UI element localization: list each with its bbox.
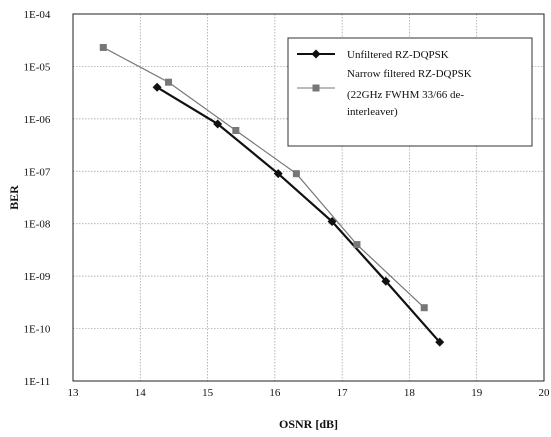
- data-point-diamond: [273, 169, 283, 179]
- data-point-square: [232, 126, 240, 134]
- legend-label-narrow-filtered-line1: Narrow filtered RZ-DQPSK: [347, 68, 472, 80]
- data-point-square: [165, 78, 173, 86]
- legend: Unfiltered RZ-DQPSK Narrow filtered RZ-D…: [287, 37, 533, 147]
- data-point-square: [292, 170, 300, 178]
- y-tick-labels: 1E-04 1E-05 1E-06 1E-07 1E-08 1E-09 1E-10 1E-11: [24, 9, 51, 388]
- data-point-square: [420, 304, 428, 312]
- plot-area-frame: [72, 13, 545, 382]
- legend-box: [287, 37, 533, 147]
- y-tick-label: 1E-04: [24, 9, 51, 21]
- y-tick-label: 1E-09: [24, 271, 51, 283]
- legend-label-unfiltered: Unfiltered RZ-DQPSK: [347, 49, 449, 61]
- y-tick-label: 1E-10: [24, 324, 51, 336]
- data-point-square: [353, 241, 361, 249]
- series-layer: [99, 43, 445, 347]
- x-tick-label: 16: [269, 387, 281, 399]
- legend-label-narrow-filtered-line3: interleaver): [347, 106, 398, 118]
- x-tick-labels: 13 14 15 16 17 18 19 20: [68, 387, 551, 399]
- legend-marker-unfiltered: [311, 49, 321, 59]
- data-point-diamond: [381, 276, 391, 286]
- x-tick-label: 19: [471, 387, 483, 399]
- x-tick-label: 17: [337, 387, 349, 399]
- y-tick-label: 1E-07: [24, 166, 51, 178]
- y-tick-label: 1E-08: [24, 219, 51, 231]
- x-tick-label: 13: [68, 387, 80, 399]
- data-point-diamond: [435, 337, 445, 347]
- x-tick-label: 18: [404, 387, 416, 399]
- legend-marker-narrow-filtered: [312, 84, 320, 92]
- series-narrow-filtered: [99, 43, 428, 312]
- y-tick-label: 1E-11: [24, 376, 50, 388]
- y-tick-label: 1E-05: [24, 61, 51, 73]
- x-tick-label: 15: [202, 387, 214, 399]
- data-point-diamond: [327, 217, 337, 227]
- x-tick-label: 20: [539, 387, 551, 399]
- series-line: [102, 46, 425, 309]
- y-axis-title: BER: [7, 185, 21, 210]
- series-unfiltered: [152, 82, 445, 347]
- x-axis-title: OSNR [dB]: [279, 417, 338, 431]
- y-tick-label: 1E-06: [24, 114, 51, 126]
- data-point-square: [99, 43, 107, 51]
- data-point-diamond: [152, 82, 162, 92]
- x-tick-label: 14: [135, 387, 147, 399]
- legend-label-narrow-filtered-line2: (22GHz FWHM 33/66 de-: [347, 89, 464, 101]
- data-point-diamond: [213, 119, 223, 129]
- series-line: [156, 86, 441, 343]
